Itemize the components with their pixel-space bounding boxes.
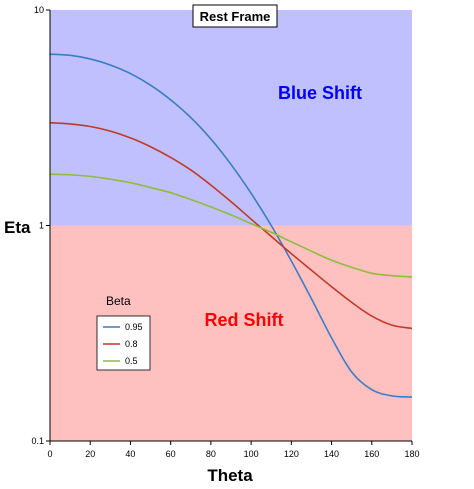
y-tick-label: 0.1 xyxy=(31,436,44,446)
series-line-beta-0.95 xyxy=(49,53,413,398)
x-tick-label: 140 xyxy=(324,449,339,459)
x-tick-label: 40 xyxy=(125,449,135,459)
chart-title: Rest Frame xyxy=(200,9,271,24)
x-tick-label: 20 xyxy=(85,449,95,459)
x-tick-label: 100 xyxy=(244,449,259,459)
region-label-blue-shift: Blue Shift xyxy=(278,83,362,103)
region-label-red-shift: Red Shift xyxy=(205,310,284,330)
region-blue-shift xyxy=(50,10,412,226)
chart-title-box xyxy=(192,4,278,28)
legend-title: Beta xyxy=(106,294,131,308)
y-tick-label: 10 xyxy=(34,5,44,15)
x-tick-label: 120 xyxy=(284,449,299,459)
y-tick-label: 1 xyxy=(39,221,44,231)
x-axis-title: Theta xyxy=(207,466,253,485)
x-tick-label: 80 xyxy=(206,449,216,459)
series-line-beta-0.5 xyxy=(49,173,413,278)
x-tick-label: 60 xyxy=(166,449,176,459)
legend-label-beta-0.95: 0.95 xyxy=(125,322,143,332)
legend-label-beta-0.8: 0.8 xyxy=(125,339,138,349)
x-tick-label: 160 xyxy=(364,449,379,459)
x-tick-label: 180 xyxy=(404,449,419,459)
series-line-beta-0.8 xyxy=(49,121,413,330)
legend-label-beta-0.5: 0.5 xyxy=(125,356,138,366)
x-tick-label: 0 xyxy=(47,449,52,459)
y-axis-title: Eta xyxy=(4,218,31,237)
